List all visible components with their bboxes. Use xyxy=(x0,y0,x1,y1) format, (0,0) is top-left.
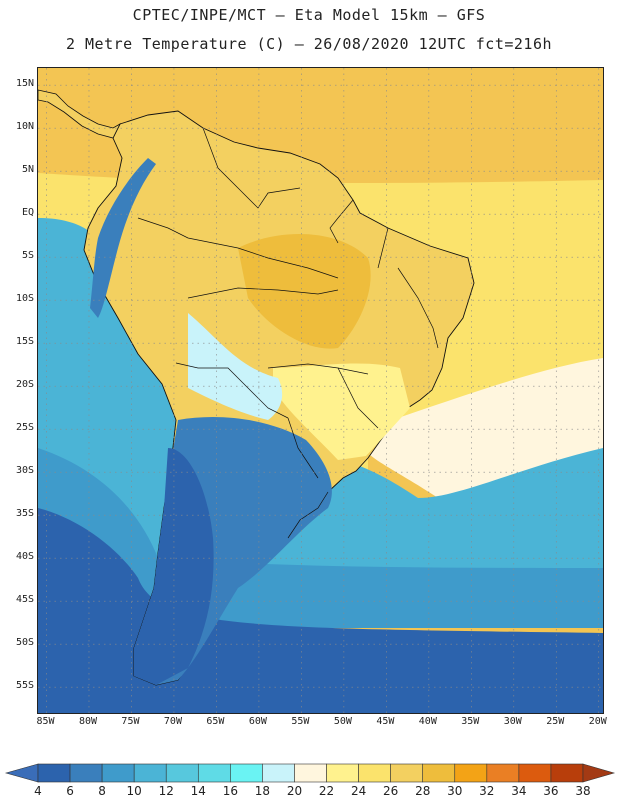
colorbar xyxy=(4,763,616,783)
lon-tick-label: 70W xyxy=(163,716,182,727)
colorbar-segment xyxy=(326,763,359,783)
colorbar-label: 32 xyxy=(479,784,495,798)
colorbar-segment xyxy=(518,763,552,783)
lat-tick-label: EQ xyxy=(21,207,34,219)
lat-tick-label: 55S xyxy=(15,680,34,692)
patagonia-coldest xyxy=(134,448,214,685)
lon-tick-label: 65W xyxy=(206,716,225,727)
colorbar-segment xyxy=(230,763,263,783)
map-panel[interactable] xyxy=(37,67,604,714)
chart-title: CPTEC/INPE/MCT – Eta Model 15km – GFS xyxy=(132,6,486,24)
colorbar-label: 10 xyxy=(126,784,142,798)
colorbar-label: 30 xyxy=(447,784,463,798)
colorbar-label: 38 xyxy=(575,784,591,798)
colorbar-segment xyxy=(69,763,103,783)
colorbar-segment xyxy=(486,763,520,783)
colorbar-segment xyxy=(133,763,167,783)
lon-tick-label: 30W xyxy=(503,716,522,727)
lon-tick-label: 60W xyxy=(248,716,267,727)
temperature-map xyxy=(38,68,603,713)
lat-tick-label: 25S xyxy=(15,422,34,434)
colorbar-label: 28 xyxy=(415,784,431,798)
andes-north-ridge xyxy=(90,158,156,318)
colorbar-label: 26 xyxy=(383,784,399,798)
lon-tick-label: 75W xyxy=(121,716,140,727)
lat-tick-label: 15S xyxy=(15,336,34,348)
caribbean-coast-land xyxy=(38,89,121,139)
lat-tick-label: 5N xyxy=(21,164,34,176)
lat-tick-label: 10S xyxy=(15,293,34,305)
colorbar-segment xyxy=(454,763,488,783)
lon-tick-label: 45W xyxy=(376,716,395,727)
colorbar-segment xyxy=(358,763,391,783)
lat-tick-label: 20S xyxy=(15,379,34,391)
colorbar-label: 24 xyxy=(350,784,367,798)
chart-subtitle: 2 Metre Temperature (C) – 26/08/2020 12U… xyxy=(65,35,553,53)
lat-tick-label: 35S xyxy=(15,508,34,520)
colorbar-segment xyxy=(101,763,135,783)
colorbar-over-arrow xyxy=(582,763,616,783)
lon-tick-label: 35W xyxy=(461,716,480,727)
colorbar-label: 34 xyxy=(511,784,527,798)
colorbar-segment xyxy=(422,763,456,783)
lon-tick-label: 40W xyxy=(418,716,437,727)
lat-tick-label: 50S xyxy=(15,637,34,649)
lat-tick-label: 15N xyxy=(15,78,34,90)
colorbar-label: 18 xyxy=(254,784,271,798)
lon-tick-label: 55W xyxy=(291,716,310,727)
lon-tick-label: 80W xyxy=(78,716,97,727)
colorbar-label: 36 xyxy=(543,784,559,798)
colorbar-label: 20 xyxy=(286,784,303,798)
lat-tick-label: 5S xyxy=(21,250,34,262)
lon-tick-label: 85W xyxy=(36,716,55,727)
ocean-cool-band xyxy=(368,358,603,498)
lon-tick-label: 20W xyxy=(588,716,607,727)
colorbar-label: 4 xyxy=(34,784,42,798)
lon-tick-label: 50W xyxy=(333,716,352,727)
colorbar-segment xyxy=(262,763,295,783)
country-borders xyxy=(137,127,439,539)
colorbar-under-arrow xyxy=(4,763,39,783)
land-mild-south-brazil xyxy=(273,363,410,460)
lat-tick-label: 30S xyxy=(15,465,34,477)
colorbar-label: 12 xyxy=(158,784,174,798)
colorbar-label: 16 xyxy=(222,784,238,798)
lat-tick-label: 40S xyxy=(15,551,34,563)
lat-tick-label: 45S xyxy=(15,594,34,606)
colorbar-segment xyxy=(165,763,199,783)
graticule xyxy=(38,68,603,713)
colorbar-segment xyxy=(390,763,424,783)
colorbar-segment xyxy=(37,763,71,783)
colorbar-segment xyxy=(294,763,327,783)
lat-tick-label: 10N xyxy=(15,121,34,133)
colorbar-segment xyxy=(197,763,231,783)
colorbar-label: 6 xyxy=(66,784,74,798)
colorbar-label: 22 xyxy=(318,784,335,798)
land-hot-amazon xyxy=(238,234,371,349)
colorbar-label: 8 xyxy=(98,784,106,798)
colorbar-label: 14 xyxy=(190,784,206,798)
colorbar-segment xyxy=(550,763,584,783)
lon-tick-label: 25W xyxy=(546,716,565,727)
